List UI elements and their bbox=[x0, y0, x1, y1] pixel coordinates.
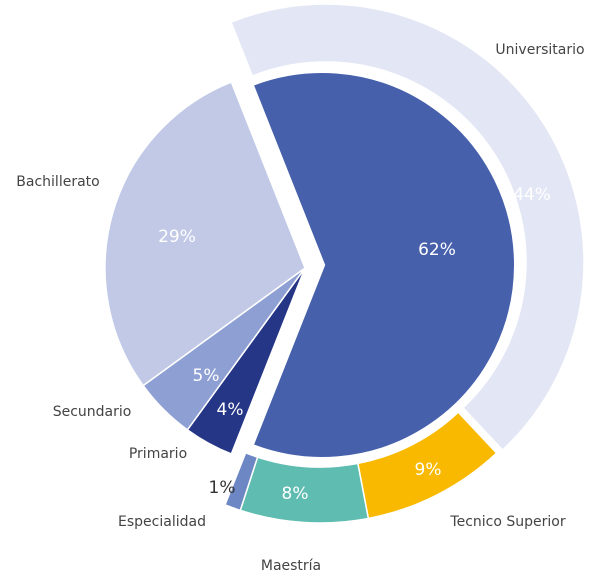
value-label: 4% bbox=[217, 400, 244, 420]
value-label: 62% bbox=[418, 240, 456, 260]
slice-label: Primario bbox=[129, 446, 187, 462]
pie-slice bbox=[104, 81, 306, 387]
value-label: 1% bbox=[209, 478, 236, 498]
slice-label: Universitario bbox=[495, 42, 584, 58]
value-label: 29% bbox=[158, 227, 196, 247]
pie-slice bbox=[246, 67, 520, 463]
slice-label: Secundario bbox=[53, 404, 132, 420]
value-label: 8% bbox=[282, 484, 309, 504]
value-label: 44% bbox=[513, 185, 551, 205]
slice-label: Maestría bbox=[261, 558, 321, 574]
slice-label: Tecnico Superior bbox=[449, 514, 565, 530]
slice-label: Bachillerato bbox=[16, 174, 99, 190]
pie-slice bbox=[230, 3, 585, 452]
slice-label: Especialidad bbox=[118, 514, 206, 530]
pie-slice bbox=[224, 451, 259, 512]
value-label: 5% bbox=[193, 366, 220, 386]
value-label: 9% bbox=[415, 460, 442, 480]
